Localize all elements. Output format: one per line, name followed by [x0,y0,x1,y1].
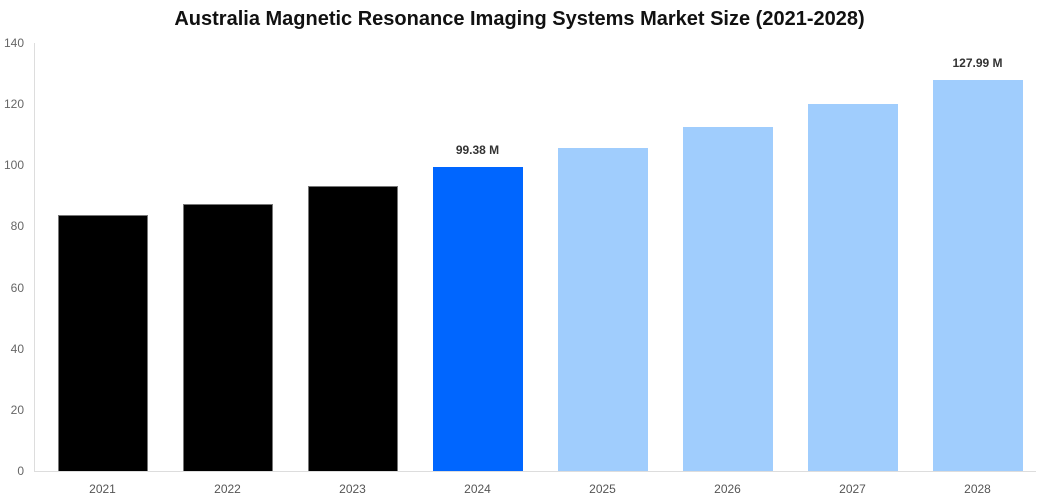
y-axis-line [34,43,35,472]
y-tick-label: 80 [10,219,24,234]
bar-value-label: 99.38 M [455,143,500,158]
bar-2025[interactable] [557,147,648,471]
y-tick-label: 60 [10,280,24,295]
y-tick-label: 0 [17,464,24,478]
y-tick-label: 40 [10,341,24,356]
bar-2026[interactable] [682,127,773,471]
x-tick-label: 2022 [214,482,241,496]
x-tick-label: 2025 [589,482,616,496]
x-axis-line [34,471,1036,472]
bar-value-label: 127.99 M [952,55,1003,70]
x-tick-label: 2024 [464,482,491,496]
bar-2021[interactable] [57,215,148,471]
bar-2028[interactable] [932,79,1023,471]
chart-title: Australia Magnetic Resonance Imaging Sys… [174,8,865,30]
plot-area: 99.38 M 127.99 M [35,43,1035,471]
bar-2024[interactable] [432,167,523,471]
y-tick-label: 100 [3,158,24,173]
bar-2022[interactable] [182,204,273,471]
y-tick-label: 120 [3,97,24,112]
x-tick-label: 2023 [339,482,366,496]
x-tick-label: 2021 [89,482,116,496]
y-tick-label: 140 [3,36,24,50]
bar-2027[interactable] [807,104,898,471]
x-tick-label: 2027 [839,482,866,496]
bar-2023[interactable] [307,186,398,471]
x-tick-label: 2028 [964,482,991,496]
x-tick-label: 2026 [714,482,741,496]
y-tick-label: 20 [10,402,24,417]
